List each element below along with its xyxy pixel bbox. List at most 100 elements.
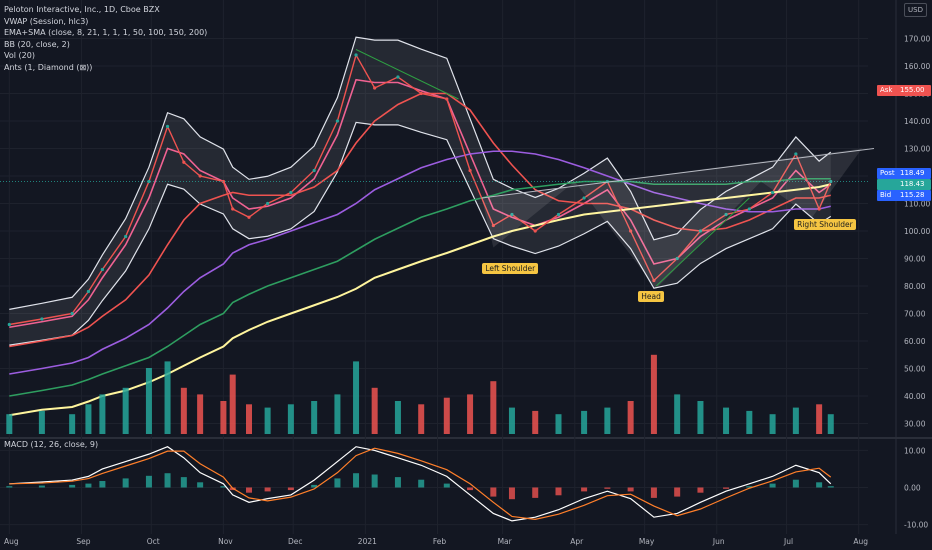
volume-bar [122,387,129,434]
time-tick-label: Nov [218,537,233,546]
indicator-bb[interactable]: BB (20, close, 2) [4,39,70,49]
close-point [419,91,423,96]
volume-bar [311,401,318,434]
price-tick-label: 50.00 [904,365,926,374]
volume-bar [6,414,13,434]
close-point [582,196,586,200]
close-point [629,229,633,233]
volume-bar [697,401,704,434]
close-point [335,119,340,123]
macd-histogram-bar [334,478,341,488]
volume-bar [827,414,834,434]
close-point [491,223,495,228]
macd-pane [6,446,834,522]
close-point [147,179,151,184]
annotation-right-shoulder[interactable]: Right Shoulder [794,219,856,231]
macd-tick-label: 10.00 [904,446,926,455]
close-point [533,229,537,233]
indicator-ants[interactable]: Ants (1, Diamond (⊠)) [4,62,93,72]
currency-button[interactable]: USD [904,3,927,17]
close-point [70,311,74,316]
volume-bars [6,354,834,434]
sma200-line [9,183,831,417]
close-point [124,234,128,239]
volume-bar [581,410,588,434]
volume-bar [180,387,187,434]
macd-histogram-bar [674,487,681,497]
head-shoulders-pattern [355,49,875,289]
close-point [698,229,703,233]
macd-histogram-bar [650,487,657,498]
volume-bar [99,394,106,434]
volume-bar [627,401,634,434]
macd-tick-label: -10.00 [904,521,928,530]
time-tick-label: Apr [570,537,584,546]
volume-bar [555,414,562,434]
time-tick-label: Aug [853,537,868,546]
bid-tag: Bid 115.28 [877,190,931,201]
post-tag: Post 118.49 [877,168,931,179]
indicator-ema-sma[interactable]: EMA+SMA (close, 8, 21, 1, 1, 1, 50, 100,… [4,28,208,38]
macd-histogram-bar [627,487,634,492]
macd-histogram-bar [197,482,204,488]
close-point [266,201,270,206]
macd-histogram-bar [508,487,515,500]
close-point [231,207,235,211]
close-point [445,97,449,101]
volume-bar [394,401,401,434]
macd-legend[interactable]: MACD (12, 26, close, 9) [4,440,99,449]
indicator-vwap[interactable]: VWAP (Session, hlc3) [4,16,89,26]
bid-tag-value: 115.28 [900,191,925,199]
close-point [510,212,514,217]
bollinger-bands [9,36,832,346]
volume-bar [164,361,171,434]
close-point [724,212,728,217]
macd-histogram-bar [287,487,294,491]
close-point [354,53,358,57]
macd-histogram-bar [827,486,834,488]
macd-histogram-bar [769,483,776,488]
time-tick-label: Sep [76,537,90,546]
indicator-vol[interactable]: Vol (20) [4,51,35,61]
volume-bar [443,397,450,434]
macd-histogram-bar [38,485,45,488]
uptrend-line [655,197,750,287]
volume-bar [371,387,378,434]
price-tick-label: 30.00 [904,420,926,429]
post-tag-value: 118.49 [900,169,925,177]
volume-bar [85,404,92,434]
price-tick-label: 60.00 [904,337,926,346]
neckline [481,148,875,199]
volume-bar [746,410,753,434]
signal-line [9,447,832,521]
close-point [289,190,293,195]
close-point [182,160,186,164]
last-price-tag-value: 118.43 [900,180,925,188]
volume-bar [145,368,152,434]
price-tick-label: 40.00 [904,392,926,401]
annotation-left-shoulder[interactable]: Left Shoulder [482,263,539,275]
volume-bar [220,401,227,434]
close-point [652,278,656,283]
close-point [675,256,679,261]
close-point [86,289,91,294]
volume-bar [674,394,681,434]
price-tick-label: 70.00 [904,310,926,319]
volume-bar [490,381,497,434]
close-point [794,152,798,156]
annotation-head[interactable]: Head [638,290,664,302]
bb-lower [9,121,832,346]
close-point [817,207,821,211]
ask-tag-label: Ask [880,86,893,94]
close-point [7,322,11,327]
macd-histogram-bar [443,483,450,488]
macd-histogram-bar [792,479,799,488]
macd-histogram-bar [220,486,227,488]
bb-fill [9,37,831,346]
close-point [747,207,751,211]
macd-histogram-bar [85,483,92,488]
time-tick-label: Mar [498,537,513,546]
